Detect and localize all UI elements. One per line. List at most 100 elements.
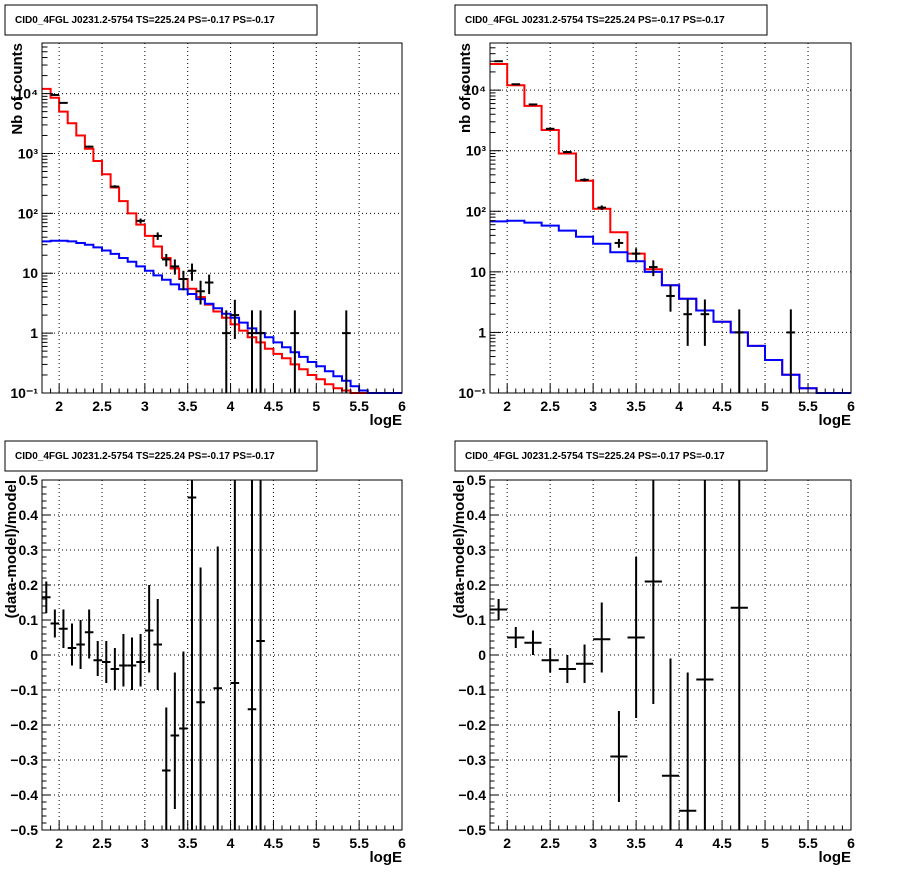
x-tick-label: 3 bbox=[141, 835, 149, 851]
title-box bbox=[4, 440, 318, 472]
y-tick-label: 0.2 bbox=[467, 577, 487, 593]
data-point bbox=[187, 263, 197, 281]
x-tick-label: 5.5 bbox=[349, 398, 369, 414]
x-axis-title: logE bbox=[370, 412, 403, 429]
data-point bbox=[67, 623, 77, 666]
y-tick-label: 0.4 bbox=[467, 507, 487, 523]
x-tick-label: 5.5 bbox=[349, 835, 369, 851]
data-point bbox=[683, 299, 692, 346]
y-axis-title: Nb of counts bbox=[9, 43, 26, 135]
y-tick-label: 0 bbox=[478, 647, 486, 663]
x-axis-title: logE bbox=[370, 849, 403, 866]
data-point bbox=[593, 602, 611, 673]
data-point bbox=[649, 260, 658, 277]
data-point bbox=[256, 480, 265, 830]
data-point bbox=[563, 151, 572, 154]
data-point bbox=[110, 648, 120, 690]
data-point bbox=[679, 672, 697, 830]
panel-top-left: CID0_4FGL J0231.2-5754 TS=225.24 PS=-0.1… bbox=[4, 4, 406, 429]
y-tick-label: 1 bbox=[478, 324, 486, 340]
y-tick-label: −0.3 bbox=[458, 752, 486, 768]
y-tick-label: 0.1 bbox=[467, 612, 487, 628]
x-tick-label: 6 bbox=[847, 835, 855, 851]
x-tick-label: 6 bbox=[847, 398, 855, 414]
y-tick-label: −0.4 bbox=[458, 787, 486, 803]
x-tick-label: 4.5 bbox=[712, 398, 732, 414]
y-tick-label: 0.1 bbox=[19, 612, 39, 628]
x-tick-label: 2.5 bbox=[540, 835, 560, 851]
y-tick-label: −0.3 bbox=[10, 752, 38, 768]
y-tick-label: 10⁻¹ bbox=[458, 385, 486, 401]
data-point bbox=[179, 651, 188, 830]
data-point bbox=[786, 309, 796, 393]
data-point bbox=[700, 299, 710, 346]
data-point bbox=[127, 637, 137, 690]
data-point bbox=[187, 480, 197, 830]
y-tick-label: 10⁴ bbox=[464, 82, 487, 98]
y-tick-label: 0.3 bbox=[467, 542, 487, 558]
data-point bbox=[511, 83, 521, 86]
title-box bbox=[454, 4, 768, 36]
data-point bbox=[76, 620, 85, 669]
data-point bbox=[696, 480, 714, 830]
y-tick-label: 10⁴ bbox=[16, 86, 39, 102]
data-point bbox=[222, 310, 231, 393]
data-point bbox=[204, 274, 214, 295]
x-tick-label: 2.5 bbox=[92, 398, 112, 414]
data-point bbox=[59, 101, 68, 104]
x-tick-label: 4 bbox=[227, 398, 235, 414]
y-tick-label: −0.2 bbox=[10, 717, 38, 733]
x-tick-label: 6 bbox=[398, 398, 406, 414]
x-tick-label: 2 bbox=[55, 398, 63, 414]
x-tick-label: 2 bbox=[503, 835, 511, 851]
data-point bbox=[558, 655, 576, 683]
data-point bbox=[196, 567, 205, 830]
x-tick-label: 2 bbox=[55, 835, 63, 851]
data-point bbox=[230, 299, 240, 339]
title-box bbox=[4, 4, 318, 36]
panel-bottom-left: CID0_4FGL J0231.2-5754 TS=225.24 PS=-0.1… bbox=[3, 440, 406, 866]
x-tick-label: 5 bbox=[312, 835, 320, 851]
x-tick-label: 3.5 bbox=[626, 398, 646, 414]
x-tick-label: 4 bbox=[227, 835, 235, 851]
y-tick-label: 10⁻¹ bbox=[10, 385, 38, 401]
data-point bbox=[342, 310, 351, 393]
y-tick-label: 0.4 bbox=[19, 507, 39, 523]
data-point bbox=[136, 634, 145, 687]
data-point bbox=[507, 627, 525, 648]
chart-title: CID0_4FGL J0231.2-5754 TS=225.24 PS=-0.1… bbox=[465, 451, 725, 462]
x-tick-label: 4.5 bbox=[264, 398, 284, 414]
x-tick-label: 2.5 bbox=[540, 398, 560, 414]
chart-title: CID0_4FGL J0231.2-5754 TS=225.24 PS=-0.1… bbox=[15, 451, 275, 462]
y-tick-label: 0.5 bbox=[19, 472, 39, 488]
data-point bbox=[627, 557, 645, 718]
x-tick-label: 2.5 bbox=[92, 835, 112, 851]
plot-frame bbox=[489, 42, 852, 394]
y-tick-label: −0.5 bbox=[10, 822, 38, 838]
y-tick-label: 0.3 bbox=[19, 542, 39, 558]
data-point bbox=[84, 145, 94, 148]
y-tick-label: 0.5 bbox=[467, 472, 487, 488]
panel-bottom-right: CID0_4FGL J0231.2-5754 TS=225.24 PS=-0.1… bbox=[451, 440, 855, 866]
data-point bbox=[170, 259, 180, 275]
x-tick-label: 3 bbox=[141, 398, 149, 414]
total-model-line bbox=[490, 63, 851, 394]
y-axis-title: nb of counts bbox=[457, 43, 474, 133]
x-tick-label: 5 bbox=[761, 835, 769, 851]
x-tick-label: 3.5 bbox=[178, 398, 198, 414]
y-axis-title: (data-model)/model bbox=[451, 480, 468, 618]
y-axis-title: (data-model)/model bbox=[3, 480, 20, 618]
data-point bbox=[119, 634, 128, 687]
data-point bbox=[162, 253, 171, 267]
panel-top-right: CID0_4FGL J0231.2-5754 TS=225.24 PS=-0.1… bbox=[454, 4, 855, 429]
x-tick-label: 3.5 bbox=[178, 835, 198, 851]
background-model-line bbox=[42, 239, 402, 394]
data-point bbox=[256, 310, 265, 393]
data-point bbox=[179, 270, 188, 291]
y-tick-label: −0.4 bbox=[10, 787, 38, 803]
x-tick-label: 2 bbox=[503, 398, 511, 414]
data-point bbox=[136, 218, 145, 224]
data-point bbox=[666, 285, 675, 312]
data-point bbox=[290, 310, 300, 393]
